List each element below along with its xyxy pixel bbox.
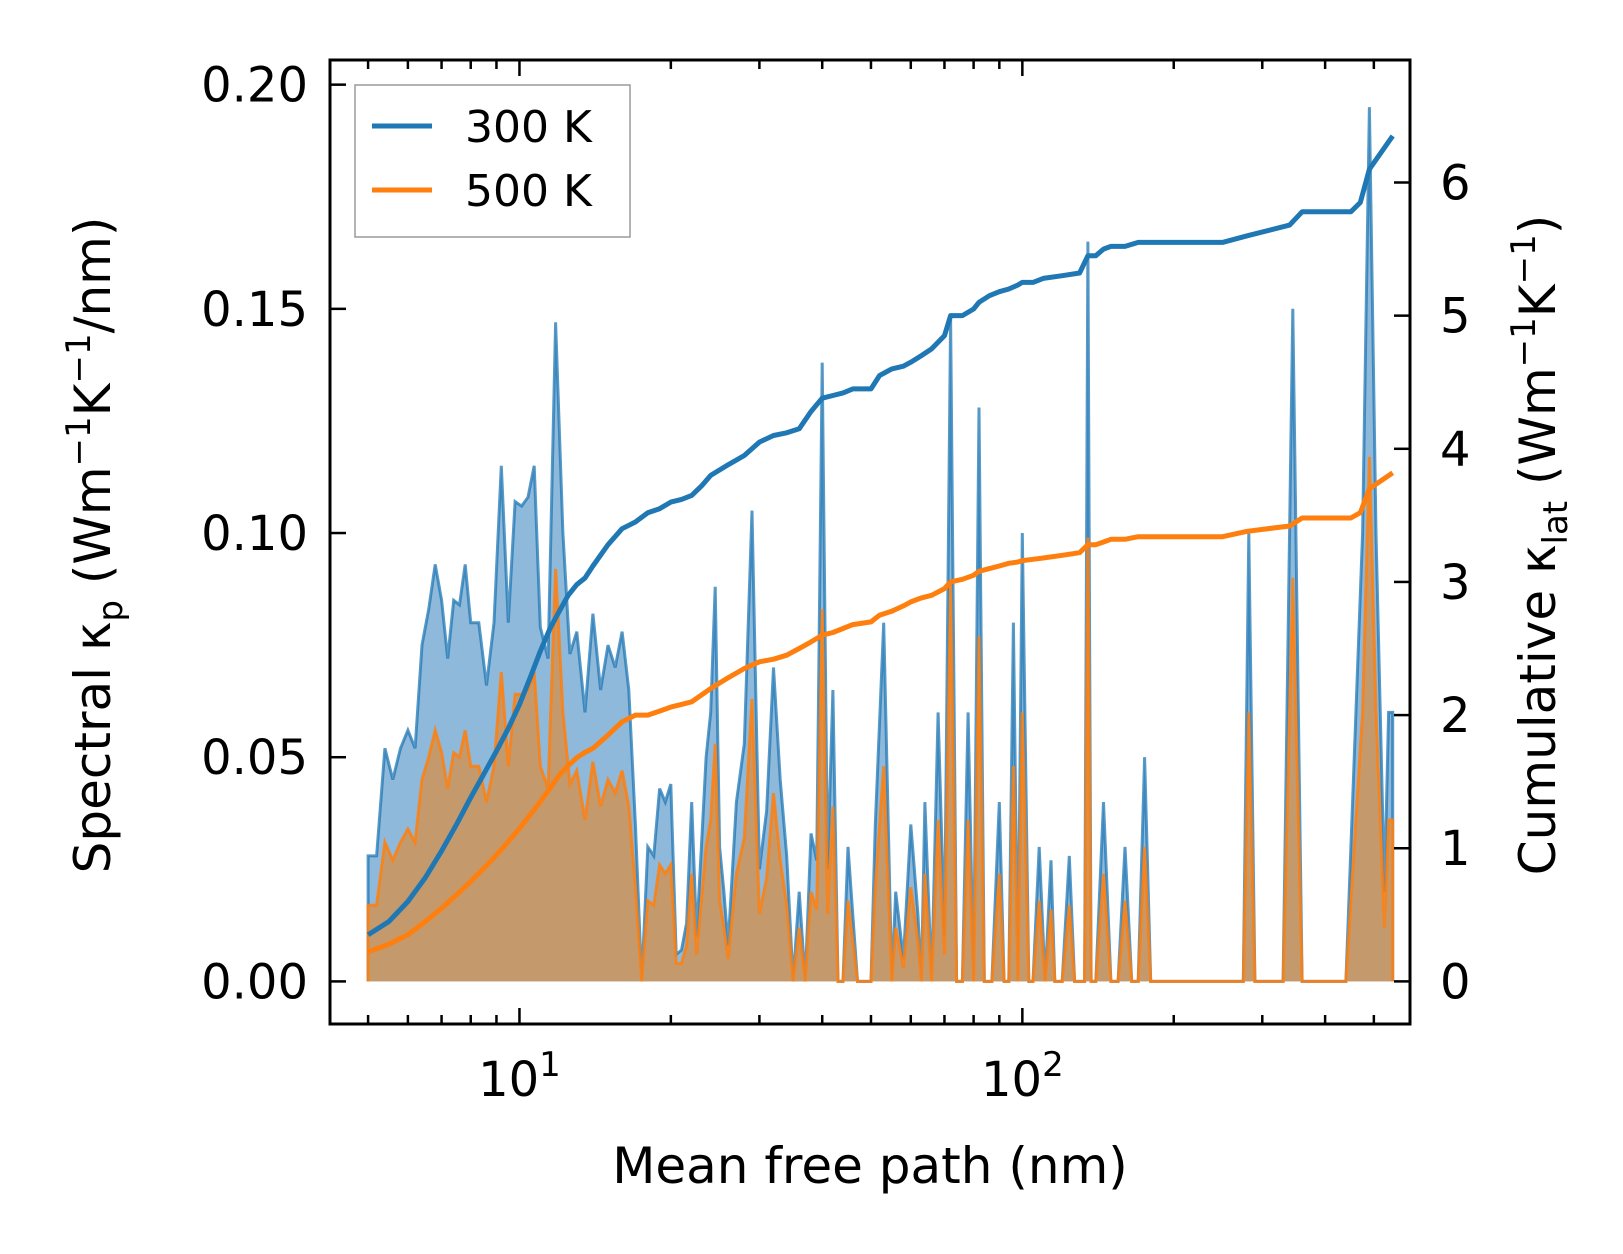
spectral-300k-fill — [368, 107, 1393, 982]
left-tick-label-3: 0.15 — [201, 282, 308, 338]
cumulative-lines — [366, 134, 1395, 955]
right-tick-label-0: 0 — [1440, 954, 1471, 1010]
right-tick-label-4: 4 — [1440, 422, 1471, 478]
axis-ticks — [330, 60, 1410, 1024]
left-tick-label-1: 0.05 — [201, 730, 308, 786]
cumulative-500k-line — [367, 470, 1395, 955]
x-tick-label-10: 101 — [478, 1045, 561, 1108]
left-tick-label-2: 0.10 — [201, 506, 308, 562]
left-tick-label-4: 0.20 — [201, 58, 308, 114]
spectral-300k-area — [366, 107, 1395, 983]
x-axis-label: Mean free path (nm) — [612, 1137, 1128, 1195]
x-tick-label-100: 102 — [981, 1045, 1064, 1108]
right-tick-label-5: 5 — [1440, 289, 1471, 345]
cumulative-300k-line — [366, 134, 1395, 937]
legend-label-300k: 300 K — [465, 102, 593, 153]
spectral-300k-edge — [366, 107, 1395, 983]
right-tick-label-2: 2 — [1440, 688, 1471, 744]
left-axis-label: Spectral κp (Wm−1K−1/nm) — [59, 217, 131, 874]
right-tick-label-3: 3 — [1440, 555, 1471, 611]
legend: 300 K 500 K — [354, 84, 631, 238]
right-axis-label: Cumulative κlat (Wm−1K−1) — [1504, 215, 1576, 875]
left-tick-label-0: 0.00 — [201, 954, 308, 1010]
right-tick-label-6: 6 — [1440, 155, 1471, 211]
legend-box — [354, 84, 631, 238]
right-tick-label-1: 1 — [1440, 821, 1471, 877]
legend-label-500k: 500 K — [465, 166, 593, 217]
spectral-500k-fill — [368, 456, 1393, 982]
